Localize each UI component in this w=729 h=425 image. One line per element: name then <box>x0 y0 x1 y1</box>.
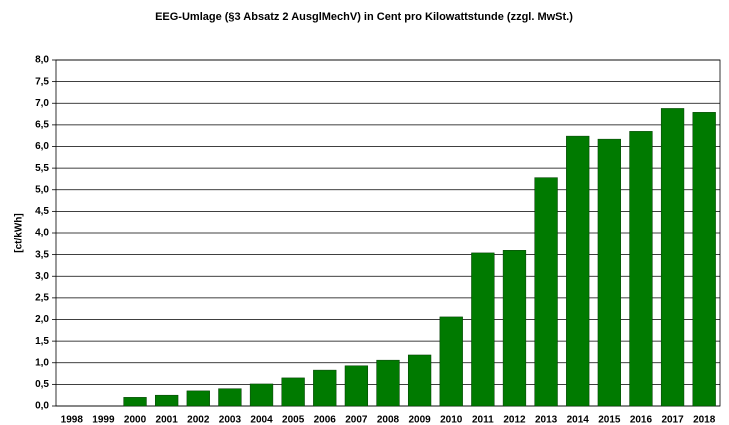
x-tick-label: 2000 <box>124 415 147 425</box>
y-tick-label: 5,5 <box>35 163 49 174</box>
bar <box>218 388 242 407</box>
y-tick-label: 6,0 <box>35 141 49 152</box>
y-tick-label: 1,0 <box>35 357 49 368</box>
bar <box>123 397 147 407</box>
bar <box>566 135 590 407</box>
bar <box>407 354 432 407</box>
bar <box>597 138 621 407</box>
x-tick-label: 2017 <box>661 415 684 425</box>
x-tick-label: 1998 <box>61 415 84 425</box>
x-tick-label: 2006 <box>314 415 337 425</box>
x-tick-label: 2005 <box>282 415 305 425</box>
bar <box>692 112 716 407</box>
x-tick-label: 2001 <box>156 415 179 425</box>
x-tick-label: 2004 <box>250 415 273 425</box>
y-tick-label: 7,0 <box>35 98 49 109</box>
bar <box>471 252 495 407</box>
bar <box>313 369 337 407</box>
x-tick-label: 2003 <box>219 415 242 425</box>
y-axis-label: [ct/kWh] <box>14 213 25 252</box>
x-tick-label: 2002 <box>187 415 210 425</box>
y-tick-label: 6,5 <box>35 120 49 131</box>
x-tick-label: 2015 <box>598 415 621 425</box>
y-tick-label: 2,5 <box>35 293 49 304</box>
chart-title: EEG-Umlage (§3 Absatz 2 AusglMechV) in C… <box>155 11 573 23</box>
x-tick-label: 2012 <box>503 415 526 425</box>
y-tick-label: 8,0 <box>35 55 49 66</box>
bar <box>629 131 653 407</box>
y-tick-label: 3,5 <box>35 249 49 260</box>
bar <box>249 383 274 407</box>
y-tick-label: 3,0 <box>35 271 49 282</box>
bar <box>376 359 400 407</box>
y-tick-label: 0,0 <box>35 401 49 412</box>
y-tick-label: 2,0 <box>35 314 49 325</box>
x-tick-label: 2007 <box>345 415 368 425</box>
x-tick-label: 2010 <box>440 415 463 425</box>
y-tick-label: 4,0 <box>35 228 49 239</box>
x-tick-label: 2016 <box>630 415 653 425</box>
x-tick-label: 2013 <box>535 415 558 425</box>
bar <box>660 108 685 407</box>
x-tick-label: 2008 <box>377 415 400 425</box>
bar <box>534 177 558 407</box>
bar <box>344 365 369 407</box>
x-tick-label: 2014 <box>567 415 590 425</box>
y-tick-label: 0,5 <box>35 379 49 390</box>
x-tick-label: 2011 <box>472 415 494 425</box>
bar <box>439 316 463 407</box>
y-tick-label: 1,5 <box>35 336 49 347</box>
bar <box>186 390 210 407</box>
y-tick-label: 7,5 <box>35 76 49 87</box>
bar <box>281 377 305 407</box>
bar <box>155 394 179 407</box>
x-tick-label: 2018 <box>693 415 716 425</box>
x-tick-label: 2009 <box>408 415 431 425</box>
y-tick-label: 5,0 <box>35 184 49 195</box>
y-tick-label: 4,5 <box>35 206 49 217</box>
bar <box>502 250 527 407</box>
x-tick-label: 1999 <box>92 415 115 425</box>
